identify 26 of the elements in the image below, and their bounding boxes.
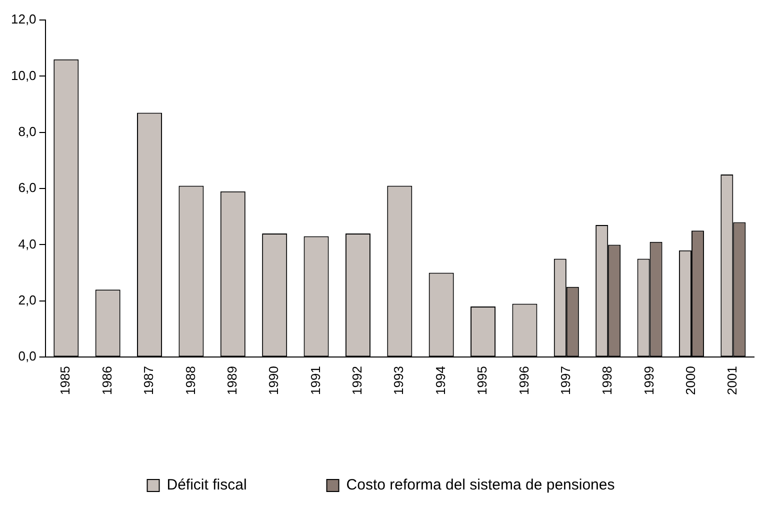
y-tick-label: 12,0 — [10, 12, 36, 27]
legend-label: Costo reforma del sistema de pensiones — [346, 476, 615, 494]
x-tick-label: 1993 — [391, 366, 406, 395]
y-tick-label: 10,0 — [10, 68, 36, 83]
x-tick-label: 1986 — [99, 366, 114, 395]
x-tick-label: 1991 — [308, 366, 323, 395]
x-tick-label: 1992 — [350, 366, 365, 395]
x-tick-label: 1999 — [641, 366, 656, 395]
x-tick-label: 1987 — [141, 366, 156, 395]
x-tick-label: 1988 — [182, 366, 198, 395]
x-tick-label: 1996 — [516, 366, 532, 395]
x-tick-label: 1989 — [224, 366, 240, 395]
x-tick-label: 1985 — [58, 366, 73, 395]
y-tick-label: 6,0 — [18, 180, 36, 196]
x-tick-label: 1990 — [266, 366, 282, 395]
y-tick-label: 2,0 — [18, 292, 36, 308]
x-tick-label: 1994 — [432, 366, 448, 395]
legend-label: Déficit fiscal — [166, 476, 247, 494]
x-tick-label: 2000 — [683, 366, 698, 395]
y-tick-label: 8,0 — [18, 124, 36, 139]
x-tick-label: 2001 — [724, 366, 740, 395]
y-tick-label: 0,0 — [18, 348, 36, 364]
x-tick-label: 1998 — [600, 366, 615, 395]
x-tick-label: 1995 — [474, 366, 490, 395]
x-tick-label: 1997 — [558, 366, 573, 395]
y-tick-label: 4,0 — [18, 236, 36, 252]
